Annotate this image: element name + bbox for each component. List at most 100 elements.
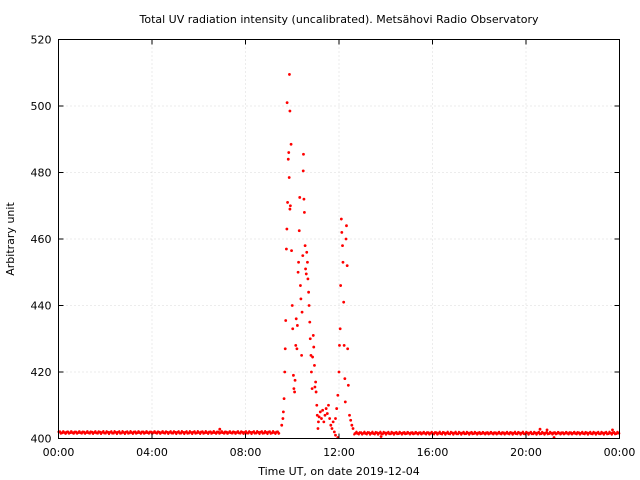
data-point bbox=[322, 420, 326, 424]
data-point bbox=[311, 334, 315, 337]
data-point bbox=[304, 272, 308, 276]
data-point bbox=[313, 363, 316, 367]
data-point bbox=[302, 152, 305, 156]
data-point bbox=[296, 270, 300, 274]
data-point bbox=[283, 370, 287, 374]
data-point bbox=[328, 417, 332, 420]
y-tick-label: 500 bbox=[31, 100, 52, 113]
data-point bbox=[545, 428, 549, 432]
data-point bbox=[294, 317, 298, 321]
data-point bbox=[288, 204, 292, 208]
x-tick-label: 00:00 bbox=[43, 446, 75, 459]
data-point bbox=[351, 427, 355, 430]
data-point bbox=[308, 320, 312, 324]
data-point bbox=[346, 347, 350, 351]
data-point bbox=[307, 304, 311, 307]
data-point bbox=[301, 169, 305, 173]
data-point bbox=[295, 347, 299, 351]
data-point bbox=[305, 250, 309, 254]
data-point bbox=[345, 264, 349, 267]
data-point bbox=[288, 73, 291, 76]
data-point bbox=[325, 412, 329, 415]
data-point bbox=[339, 217, 343, 221]
data-point bbox=[297, 260, 300, 264]
data-point bbox=[338, 327, 342, 331]
data-point bbox=[299, 297, 303, 301]
plot-frame bbox=[58, 39, 620, 439]
data-point bbox=[310, 370, 313, 374]
data-point bbox=[316, 427, 320, 430]
data-point bbox=[286, 201, 289, 204]
data-point bbox=[280, 423, 284, 427]
data-point bbox=[343, 400, 347, 404]
data-point bbox=[307, 290, 311, 294]
data-point bbox=[298, 196, 302, 199]
data-point bbox=[334, 433, 337, 437]
data-point bbox=[332, 430, 336, 434]
data-point bbox=[286, 157, 290, 161]
x-tick-label: 08:00 bbox=[230, 446, 262, 459]
data-point bbox=[324, 407, 328, 410]
data-point bbox=[345, 224, 348, 228]
data-point bbox=[283, 347, 287, 351]
data-points bbox=[218, 73, 614, 439]
data-point bbox=[290, 249, 293, 253]
baseline-point bbox=[278, 432, 281, 435]
data-point bbox=[293, 390, 296, 394]
data-point bbox=[323, 413, 327, 417]
data-point bbox=[314, 390, 318, 394]
data-point bbox=[282, 397, 286, 400]
data-point bbox=[285, 247, 288, 251]
data-point bbox=[311, 355, 314, 359]
data-point bbox=[611, 428, 614, 432]
data-point bbox=[297, 229, 301, 233]
data-point bbox=[299, 284, 302, 287]
data-point bbox=[341, 260, 345, 264]
data-point bbox=[290, 304, 294, 307]
data-point bbox=[343, 377, 347, 381]
data-point bbox=[218, 427, 222, 431]
y-tick-label: 480 bbox=[31, 167, 52, 180]
data-point bbox=[289, 142, 293, 146]
data-point bbox=[308, 337, 312, 341]
data-point bbox=[306, 260, 309, 264]
x-tick-label: 20:00 bbox=[510, 446, 542, 459]
data-point bbox=[292, 387, 296, 391]
data-point bbox=[329, 423, 333, 427]
data-point bbox=[342, 344, 346, 347]
x-tick-label: 04:00 bbox=[136, 446, 168, 459]
data-point bbox=[338, 344, 341, 347]
x-axis-label: Time UT, on date 2019-12-04 bbox=[257, 465, 420, 478]
chart-title: Total UV radiation intensity (uncalibrat… bbox=[139, 13, 539, 26]
y-tick-label: 400 bbox=[31, 433, 52, 446]
data-point bbox=[287, 151, 291, 154]
y-tick-label: 420 bbox=[31, 366, 52, 379]
data-point bbox=[334, 417, 337, 420]
data-point bbox=[317, 420, 320, 424]
data-point bbox=[287, 176, 291, 179]
data-point bbox=[285, 227, 289, 231]
data-point bbox=[303, 244, 307, 248]
data-point bbox=[301, 254, 305, 258]
x-tick-label: 12:00 bbox=[323, 446, 355, 459]
data-point bbox=[285, 101, 289, 105]
data-point bbox=[300, 310, 304, 314]
data-point bbox=[312, 345, 316, 349]
data-point bbox=[294, 344, 298, 347]
data-point bbox=[295, 324, 299, 327]
data-point bbox=[340, 230, 344, 234]
data-point bbox=[320, 417, 323, 420]
baseline-points bbox=[57, 429, 621, 436]
y-tick-label: 440 bbox=[31, 300, 52, 313]
data-point bbox=[350, 423, 354, 427]
data-point bbox=[313, 385, 317, 389]
data-point bbox=[317, 415, 321, 419]
data-point bbox=[288, 109, 292, 113]
data-point bbox=[306, 277, 310, 281]
data-point bbox=[342, 300, 346, 304]
data-point bbox=[300, 353, 303, 357]
data-point bbox=[335, 407, 339, 410]
data-point bbox=[321, 408, 325, 412]
data-point bbox=[310, 387, 314, 391]
data-point bbox=[288, 207, 292, 211]
